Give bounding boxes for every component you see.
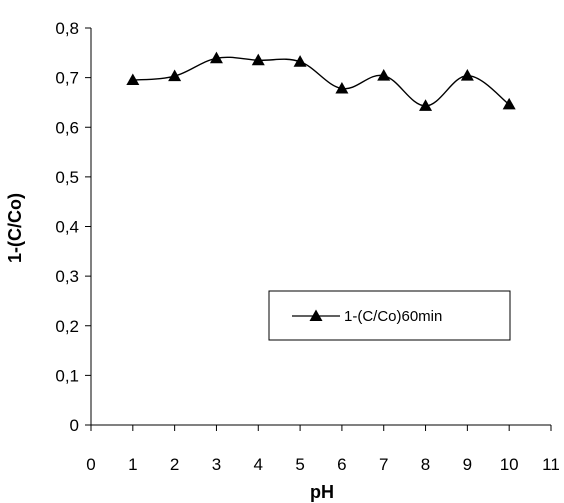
y-axis-ticks: 0 0,1 0,2 0,3 0,4 0,5 0,6 0,7 0,8: [55, 19, 91, 435]
data-point-marker: [460, 69, 474, 81]
y-tick-label: 0,2: [55, 317, 79, 336]
x-axis-ticks: 0 1 2 3 4 5 6 7 8 9 10 11: [86, 425, 560, 474]
x-axis-title: pH: [310, 482, 334, 502]
x-tick-label: 11: [542, 455, 560, 474]
x-tick-label: 9: [463, 455, 472, 474]
x-tick-label: 10: [500, 455, 519, 474]
x-tick-label: 2: [170, 455, 179, 474]
data-point-marker: [419, 99, 433, 111]
y-tick-label: 0,6: [55, 118, 79, 137]
data-point-marker: [377, 69, 391, 81]
legend-triangle-marker: [309, 309, 323, 321]
x-tick-label: 1: [128, 455, 137, 474]
data-point-marker: [126, 73, 140, 86]
legend: 1-(C/Co)60min: [268, 290, 511, 341]
x-tick-label: 6: [337, 455, 346, 474]
y-axis-title: 1-(C/Co): [5, 193, 25, 263]
data-point-marker: [502, 97, 516, 110]
y-tick-label: 0,1: [55, 366, 79, 385]
y-tick-label: 0,5: [55, 168, 79, 187]
x-tick-label: 0: [86, 455, 95, 474]
legend-series-label: 1-(C/Co)60min: [344, 308, 442, 325]
x-tick-label: 3: [212, 455, 221, 474]
x-tick-label: 4: [254, 455, 263, 474]
data-point-marker: [209, 51, 223, 64]
x-tick-label: 5: [295, 455, 304, 474]
x-tick-label: 8: [421, 455, 430, 474]
y-tick-label: 0: [70, 416, 79, 435]
series-line: [132, 56, 510, 107]
y-tick-label: 0,3: [55, 267, 79, 286]
series-layer: [126, 51, 516, 111]
data-point-marker: [293, 55, 307, 67]
y-tick-label: 0,4: [55, 218, 79, 237]
data-point-marker: [251, 53, 265, 66]
data-point-marker: [168, 69, 182, 82]
data-point-marker: [335, 81, 349, 94]
x-tick-label: 7: [379, 455, 388, 474]
y-tick-label: 0,7: [55, 69, 79, 88]
y-tick-label: 0,8: [55, 19, 79, 38]
